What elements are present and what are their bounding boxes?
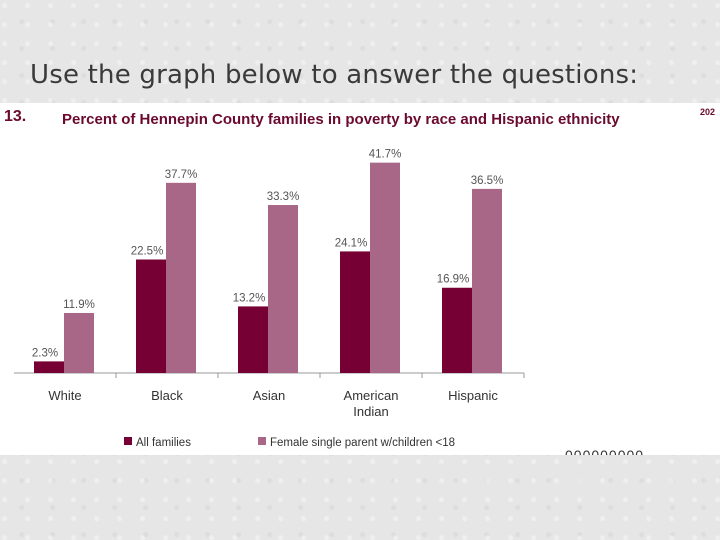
category-label: Asian: [253, 388, 286, 403]
legend-swatch: [124, 437, 132, 445]
data-label: 2.3%: [32, 347, 58, 359]
category-label: Hispanic: [448, 388, 498, 403]
category-label: Indian: [353, 404, 388, 419]
data-label: 36.5%: [471, 175, 504, 187]
bar-all-families: [340, 251, 370, 373]
bar-all-families: [136, 259, 166, 373]
category-label: White: [48, 388, 81, 403]
bar-all-families: [442, 287, 472, 373]
legend-swatch: [258, 437, 266, 445]
legend-label: Female single parent w/children <18: [270, 437, 455, 449]
category-label: Black: [151, 388, 183, 403]
bar-female-single-parent: [268, 205, 298, 373]
clipped-text-fragment: 000000000: [565, 447, 645, 455]
slide-title: Use the graph below to answer the questi…: [30, 60, 639, 90]
chart-title: Percent of Hennepin County families in p…: [62, 111, 620, 128]
figure-number: 13.: [4, 108, 27, 125]
footnote-superscript: 202: [700, 107, 716, 117]
data-label: 41.7%: [369, 149, 402, 161]
bar-female-single-parent: [166, 182, 196, 373]
data-label: 24.1%: [335, 237, 368, 249]
bar-female-single-parent: [370, 162, 400, 373]
data-label: 13.2%: [233, 292, 266, 304]
data-label: 11.9%: [63, 299, 95, 311]
legend-label: All families: [136, 437, 191, 449]
bar-all-families: [238, 306, 268, 373]
bar-female-single-parent: [64, 312, 94, 373]
data-label: 37.7%: [165, 169, 198, 181]
category-label: American: [344, 388, 399, 403]
data-label: 22.5%: [131, 246, 164, 258]
data-label: 33.3%: [267, 191, 300, 203]
data-label: 16.9%: [437, 274, 470, 286]
bar-all-families: [34, 361, 64, 373]
bar-female-single-parent: [472, 188, 502, 373]
